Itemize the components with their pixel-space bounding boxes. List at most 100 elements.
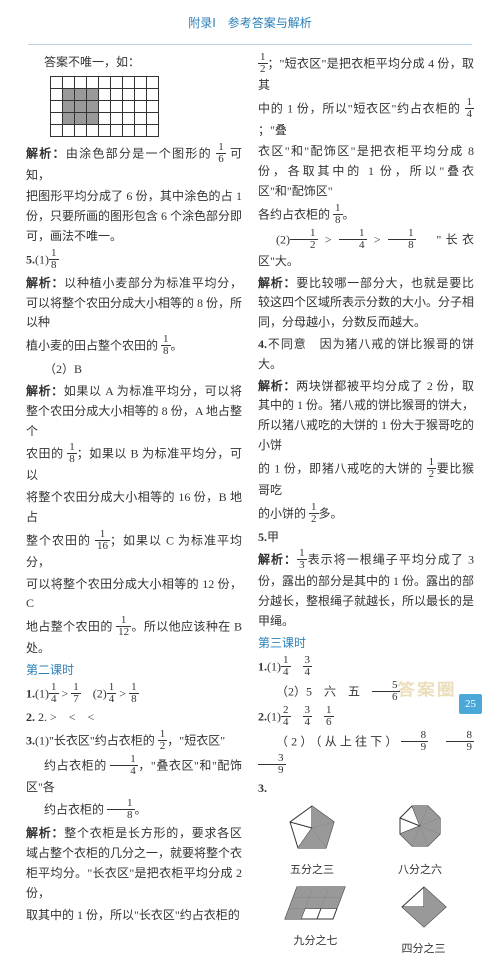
p9: 农田的 18；如果以 B 为标准平均分，可以 (26, 443, 242, 486)
fraction: 12 (290, 228, 318, 251)
text: 地占整个农田的 (26, 619, 116, 633)
r6: 解析：要比较哪一部分大，也就是要比较这四个区域所表示分数的大小。分子相同，分母越… (258, 274, 474, 333)
sp (291, 659, 303, 673)
text: 由涂色部分是一个图形的 (66, 146, 216, 160)
gt: > (116, 686, 129, 700)
s2-q3: 3.(1)"长衣区"约占衣柜的 12，"短衣区" (26, 730, 242, 753)
fraction: 18 (388, 228, 416, 251)
text: 。 (171, 338, 183, 352)
shape-octagon: 八分之六 (394, 802, 446, 879)
r4: 各约占衣柜的 18。 (258, 204, 474, 227)
sub: (1) (35, 686, 49, 700)
fraction: 14 (281, 655, 291, 678)
fraction: 12 (427, 457, 437, 480)
s2-q4: 约占衣柜的 14，"叠衣区"和"配饰区"各 (26, 755, 242, 798)
shape-pentagon: 五分之三 (286, 802, 338, 879)
fraction: 14 (49, 682, 59, 705)
gt: > (367, 232, 389, 246)
pentagon-icon (286, 802, 338, 852)
shape-label: 四分之三 (398, 940, 450, 958)
left-column: 答案不唯一，如： 解析：由涂色部分是一个图形的 16 可知， 把图形平均分成了 … (26, 53, 250, 960)
rhombus-icon (398, 883, 450, 931)
fraction: 14 (110, 754, 138, 777)
qnum: 3. (26, 733, 35, 747)
r10: 的小饼的 12多。 (258, 503, 474, 526)
fraction: 13 (297, 548, 307, 571)
s2-q2: 2. 2. > < < (26, 708, 242, 728)
text: 不同意 因为猪八戒的饼比猴哥的饼大。 (258, 337, 474, 371)
text: （2）（从上往下） (276, 734, 401, 748)
label-analysis: 解析： (26, 826, 64, 840)
p6: 植小麦的田占整个农田的 18。 (26, 335, 242, 358)
fraction: 56 (372, 680, 400, 703)
right-column: 12；"短衣区"是把衣柜平均分成 4 份，取其 中的 1 份，所以"短衣区"约占… (250, 53, 474, 960)
qnum: 5. (26, 252, 35, 266)
fraction: 14 (339, 228, 367, 251)
qnum: 4. (258, 337, 267, 351)
text: 约占衣柜的 (44, 758, 110, 772)
grid-figure (50, 77, 242, 137)
label-analysis: 解析： (26, 276, 64, 290)
fraction: 14 (465, 97, 475, 120)
header-title: 附录Ⅰ 参考答案与解析 (188, 16, 312, 30)
parallelogram-icon (283, 883, 349, 923)
sp (312, 709, 324, 723)
analysis-p3: 把图形平均分成了 6 份，其中涂色的占 1 份，只要所画的图形包含 6 个涂色部… (26, 187, 242, 246)
s3-q2: 2.(1)24 34 16 (258, 706, 474, 729)
fraction: 18 (49, 248, 59, 271)
text: 中的 1 份，所以"短衣区"约占衣柜的 (258, 101, 465, 115)
octagon-icon (394, 802, 446, 852)
fraction: 34 (303, 705, 313, 728)
fraction: 18 (333, 203, 343, 226)
qnum: 5. (258, 530, 267, 544)
fraction: 39 (258, 753, 286, 776)
r12: 解析：13表示将一根绳子平均分成了 3 份，露出的部分是其中的 1 份。露出的部… (258, 549, 474, 631)
fraction: 17 (71, 682, 81, 705)
text: （2）5 六 五 (276, 684, 372, 698)
fraction: 12 (158, 729, 168, 752)
fraction: 16 (216, 142, 226, 165)
p21: 取其中的 1 份，所以"长衣区"约占衣柜的 (26, 906, 242, 926)
fraction: 18 (161, 334, 171, 357)
label-analysis: 解析： (26, 146, 66, 160)
shape-label: 九分之七 (283, 932, 349, 950)
fraction: 12 (258, 52, 268, 75)
p10: 将整个农田分成大小相等的 16 份，B 地占 (26, 488, 242, 528)
header-divider (28, 44, 472, 45)
r2: 中的 1 份，所以"短衣区"约占衣柜的 14；"叠 (258, 98, 474, 141)
fraction: 12 (309, 502, 319, 525)
p13: 地占整个农田的 112。所以他应该种在 B 处。 (26, 616, 242, 659)
s2-q1: 1.(1)14 > 17 (2)14 > 18 (26, 683, 242, 706)
text: 农田的 (26, 447, 67, 461)
s3-q3: 3. (258, 779, 474, 799)
analysis-p8: 解析：如果以 A 为标准平均分，可以将整个农田分成大小相等的 8 份，A 地占整… (26, 382, 242, 441)
s3-q1: 1.(1)14 34 (258, 656, 474, 679)
text: 。 (135, 803, 147, 817)
text: ；"短衣区"是把衣柜平均分成 4 份，取其 (258, 56, 474, 92)
shapes-row-1: 五分之三 八分之六 (258, 802, 474, 879)
q5-1: 5.(1)18 (26, 249, 242, 272)
shape-rhombus: 四分之三 (398, 883, 450, 958)
sp (474, 734, 486, 748)
fraction: 14 (107, 682, 117, 705)
qnum: 2. (258, 709, 267, 723)
fraction: 24 (281, 705, 291, 728)
gt: > (59, 686, 72, 700)
sp (428, 734, 446, 748)
text: 的 1 份，即猪八戒吃的大饼的 (258, 461, 427, 475)
label-analysis: 解析： (258, 379, 296, 393)
analysis-p5: 解析：以种植小麦部分为标准平均分，可以将整个农田分成大小相等的 8 份，所以种 (26, 274, 242, 333)
watermark-text: 答案圈 (397, 678, 456, 704)
r11: 5.甲 (258, 528, 474, 548)
gt: > (318, 232, 340, 246)
r5: (2)12 > 14 > 18 "长衣区"大。 (258, 229, 474, 272)
text: 。 (343, 207, 355, 221)
label-analysis: 解析： (258, 553, 297, 567)
text: 甲 (267, 530, 279, 544)
sub: (1) (267, 709, 281, 723)
analysis-p20: 解析：整个衣柜是长方形的，要求各区域占整个衣柜的几分之一，就要将整个衣柜平均分。… (26, 824, 242, 903)
ans-text: 答案不唯一，如： (26, 53, 242, 73)
shape-label: 八分之六 (394, 861, 446, 879)
fraction: 18 (67, 442, 77, 465)
fraction: 18 (107, 798, 135, 821)
